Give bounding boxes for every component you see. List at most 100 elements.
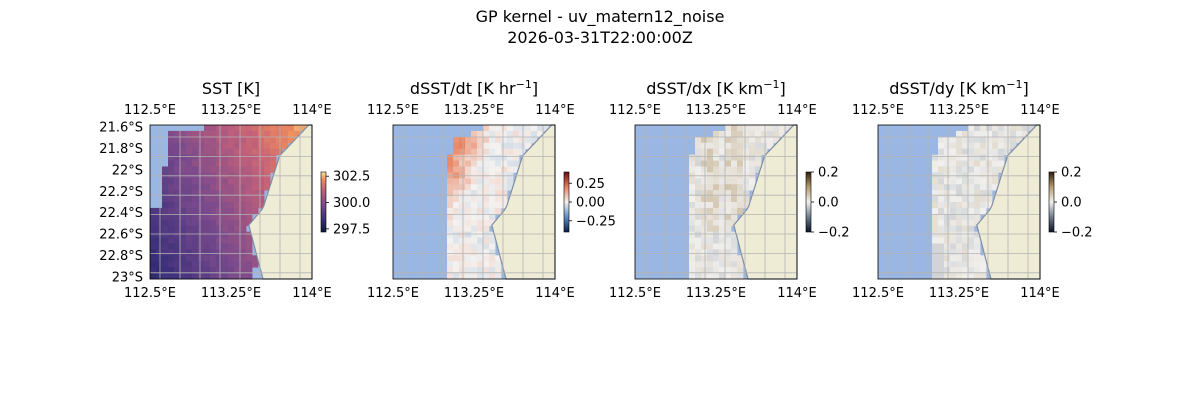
heatmap-cell — [938, 237, 945, 244]
heatmap-cell — [453, 142, 460, 150]
heatmap-cell — [186, 190, 193, 197]
heatmap-cell — [695, 160, 702, 167]
heatmap-cell — [974, 249, 981, 256]
heatmap-cell — [192, 267, 199, 274]
heatmap-cell — [980, 166, 987, 173]
heatmap-cell — [944, 225, 951, 233]
heatmap-cell — [198, 148, 205, 156]
heatmap-cell — [950, 202, 957, 209]
gridlines — [150, 125, 312, 279]
heatmap-cell — [288, 125, 295, 132]
heatmap-cell — [932, 213, 939, 221]
heatmap-cell — [483, 249, 490, 256]
heatmap-cell — [228, 148, 235, 156]
heatmap-cell — [962, 160, 969, 167]
heatmap-cell — [156, 273, 163, 280]
land-mass — [976, 124, 1041, 280]
heatmap-cell — [222, 237, 229, 244]
heatmap-cell — [501, 178, 508, 185]
heatmap-cell — [258, 130, 265, 138]
heatmap-cell — [216, 225, 223, 233]
heatmap-cell — [216, 166, 223, 173]
heatmap-cell — [204, 125, 211, 132]
heatmap-cell — [719, 142, 726, 150]
heatmap-cell — [192, 261, 199, 268]
heatmap-cell — [761, 148, 768, 156]
heatmap-cell — [701, 154, 708, 161]
heatmap-cell — [228, 273, 235, 280]
heatmap-cell — [713, 166, 720, 173]
heatmap-cell — [465, 136, 472, 144]
heatmap-cell — [228, 207, 235, 215]
heatmap-cell — [707, 267, 714, 274]
heatmap-cell — [956, 148, 963, 156]
x-tick-label-top: 112.5°E — [609, 103, 661, 118]
heatmap-cell — [974, 273, 981, 280]
heatmap-cell — [216, 196, 223, 203]
heatmap-cell — [737, 184, 744, 191]
heatmap-cell — [932, 243, 939, 250]
heatmap-cell — [174, 225, 181, 233]
heatmap-cell — [974, 237, 981, 244]
heatmap-cell — [483, 166, 490, 173]
heatmap-cell — [707, 154, 714, 161]
heatmap-cell — [162, 267, 169, 274]
heatmap-cell — [210, 237, 217, 244]
heatmap-cell — [483, 196, 490, 203]
heatmap-cell — [264, 136, 271, 144]
heatmap-cell — [471, 255, 478, 262]
heatmap-cell — [459, 273, 466, 280]
heatmap-cell — [1010, 142, 1017, 150]
heatmap-cell — [483, 213, 490, 221]
heatmap-cell — [701, 196, 708, 203]
heatmap-cell — [956, 184, 963, 191]
heatmap-cell — [719, 249, 726, 256]
heatmap-cell — [974, 184, 981, 191]
heatmap-cell — [483, 154, 490, 161]
heatmap-cell — [156, 267, 163, 274]
heatmap-cell — [258, 125, 265, 132]
heatmap-cell — [258, 142, 265, 150]
heatmap-cell — [240, 154, 247, 161]
heatmap-cell — [246, 154, 253, 161]
x-tick-label-top: 114°E — [535, 103, 575, 118]
colorbar-tick-label: −0.2 — [818, 226, 850, 241]
heatmap-cell — [725, 207, 732, 215]
heatmap-cell — [258, 166, 265, 173]
heatmap-cell — [222, 154, 229, 161]
heatmap-cell — [162, 255, 169, 262]
x-tick-label-top: 112.5°E — [852, 103, 904, 118]
x-tick-label-top: 113.25°E — [686, 103, 746, 118]
heatmap-cell — [210, 160, 217, 167]
heatmap-cell — [180, 184, 187, 191]
heatmap-cell — [246, 267, 253, 274]
heatmap-cell — [240, 243, 247, 250]
heatmap-cell — [459, 178, 466, 185]
heatmap-cell — [186, 267, 193, 274]
heatmap-cell — [240, 142, 247, 150]
heatmap-cell — [210, 136, 217, 144]
heatmap-cell — [465, 166, 472, 173]
heatmap-cell — [713, 249, 720, 256]
heatmap-cell — [944, 207, 951, 215]
heatmap-cell — [968, 136, 975, 144]
heatmap-cell — [150, 273, 157, 280]
heatmap-cell — [968, 178, 975, 185]
heatmap-cell — [198, 178, 205, 185]
heatmap-cell — [447, 261, 454, 268]
heatmap-cell — [689, 202, 696, 209]
heatmap-cell — [725, 136, 732, 144]
heatmap-cell — [198, 213, 205, 221]
heatmap-cell — [447, 213, 454, 221]
heatmap-cell — [489, 267, 496, 274]
heatmap-cell — [507, 178, 514, 185]
heatmap-cell — [447, 219, 454, 227]
heatmap-cell — [932, 166, 939, 173]
heatmap-cell — [755, 166, 762, 173]
heatmap-cell — [749, 148, 756, 156]
heatmap-cell — [962, 190, 969, 197]
heatmap-cell — [471, 160, 478, 167]
heatmap-cell — [204, 160, 211, 167]
heatmap-cell — [962, 213, 969, 221]
heatmap-cell — [531, 136, 538, 144]
